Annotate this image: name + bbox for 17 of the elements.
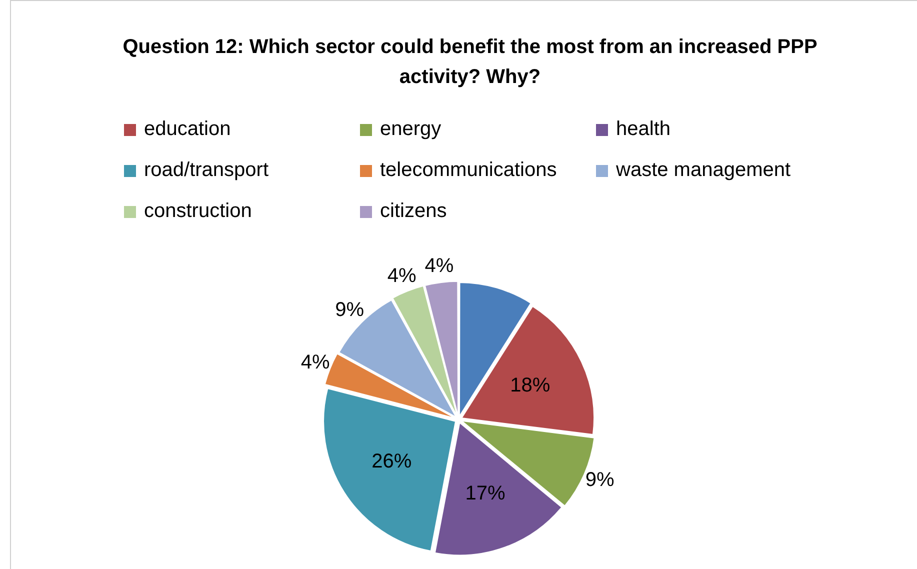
data-label: 4%	[387, 264, 416, 287]
legend-label: waste management	[616, 159, 791, 182]
legend-label: road/transport	[144, 159, 269, 182]
data-label: 9%	[585, 469, 615, 492]
legend-label: education	[144, 118, 231, 141]
chart-title: Question 12: Which sector could benefit the most from an increased PPP activity? Why?	[122, 35, 818, 90]
data-label: 4%	[300, 351, 330, 374]
data-label: 26%	[372, 450, 412, 472]
legend-label: citizens	[380, 200, 447, 223]
legend-label: construction	[144, 200, 252, 223]
legend-label: health	[616, 118, 670, 141]
legend-label: energy	[380, 118, 442, 141]
data-label: 4%	[424, 255, 454, 278]
legend-label: telecommunications	[380, 159, 557, 182]
data-label: 18%	[510, 374, 550, 396]
data-label: 17%	[465, 482, 506, 505]
data-label: 9%	[335, 299, 364, 322]
